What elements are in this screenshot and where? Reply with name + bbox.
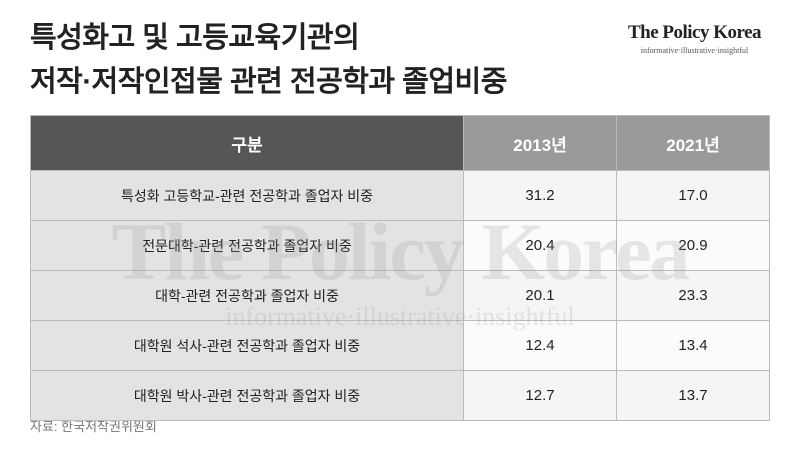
source: 자료: 한국저작권위원회 (30, 419, 157, 434)
value-cell: 31.2 (463, 170, 617, 221)
value-cell: 13.7 (616, 370, 770, 421)
value-cell: 20.4 (463, 220, 617, 271)
title-line: 특성화고 및 고등교육기관의 (30, 22, 360, 54)
table-row: 대학-관련 전공학과 졸업자 비중 20.1 23.3 (30, 270, 770, 321)
logo-tagline: informative·illustrative·insightful (640, 46, 749, 55)
logo: The Policy Korea informative·illustrativ… (612, 22, 777, 55)
label-cell: 특성화 고등학교-관련 전공학과 졸업자 비중 (30, 170, 464, 221)
label-cell: 대학원 석사-관련 전공학과 졸업자 비중 (30, 320, 464, 371)
value-cell: 17.0 (616, 170, 770, 221)
column-header: 구분 (30, 115, 464, 171)
value-cell: 20.9 (616, 220, 770, 271)
value-cell: 12.4 (463, 320, 617, 371)
data-table: 구분 2013년 2021년 특성화 고등학교-관련 전공학과 졸업자 비중 31.2… (30, 115, 770, 421)
header-row: 구분 2013년 2021년 (30, 115, 770, 171)
title-line: 저작·저작인접물 관련 전공학과 졸업비중 (30, 66, 507, 98)
value-cell: 12.7 (463, 370, 617, 421)
table-row: 특성화 고등학교-관련 전공학과 졸업자 비중 31.2 17.0 (30, 170, 770, 221)
table-row: 대학원 박사-관련 전공학과 졸업자 비중 12.7 13.7 (30, 370, 770, 421)
table-row: 대학원 석사-관련 전공학과 졸업자 비중 12.4 13.4 (30, 320, 770, 371)
value-cell: 23.3 (616, 270, 770, 321)
label-cell: 전문대학-관련 전공학과 졸업자 비중 (30, 220, 464, 271)
value-cell: 20.1 (463, 270, 617, 321)
logo-text: The Policy Korea (627, 22, 762, 43)
label-cell: 대학-관련 전공학과 졸업자 비중 (30, 270, 464, 321)
value-cell: 13.4 (616, 320, 770, 371)
table-row: 전문대학-관련 전공학과 졸업자 비중 20.4 20.9 (30, 220, 770, 271)
title: 특성화고 및 고등교육기관의 저작·저작인접물 관련 전공학과 졸업비중 (30, 16, 507, 104)
column-header: 2021년 (616, 115, 770, 171)
label-cell: 대학원 박사-관련 전공학과 졸업자 비중 (30, 370, 464, 421)
column-header: 2013년 (463, 115, 617, 171)
